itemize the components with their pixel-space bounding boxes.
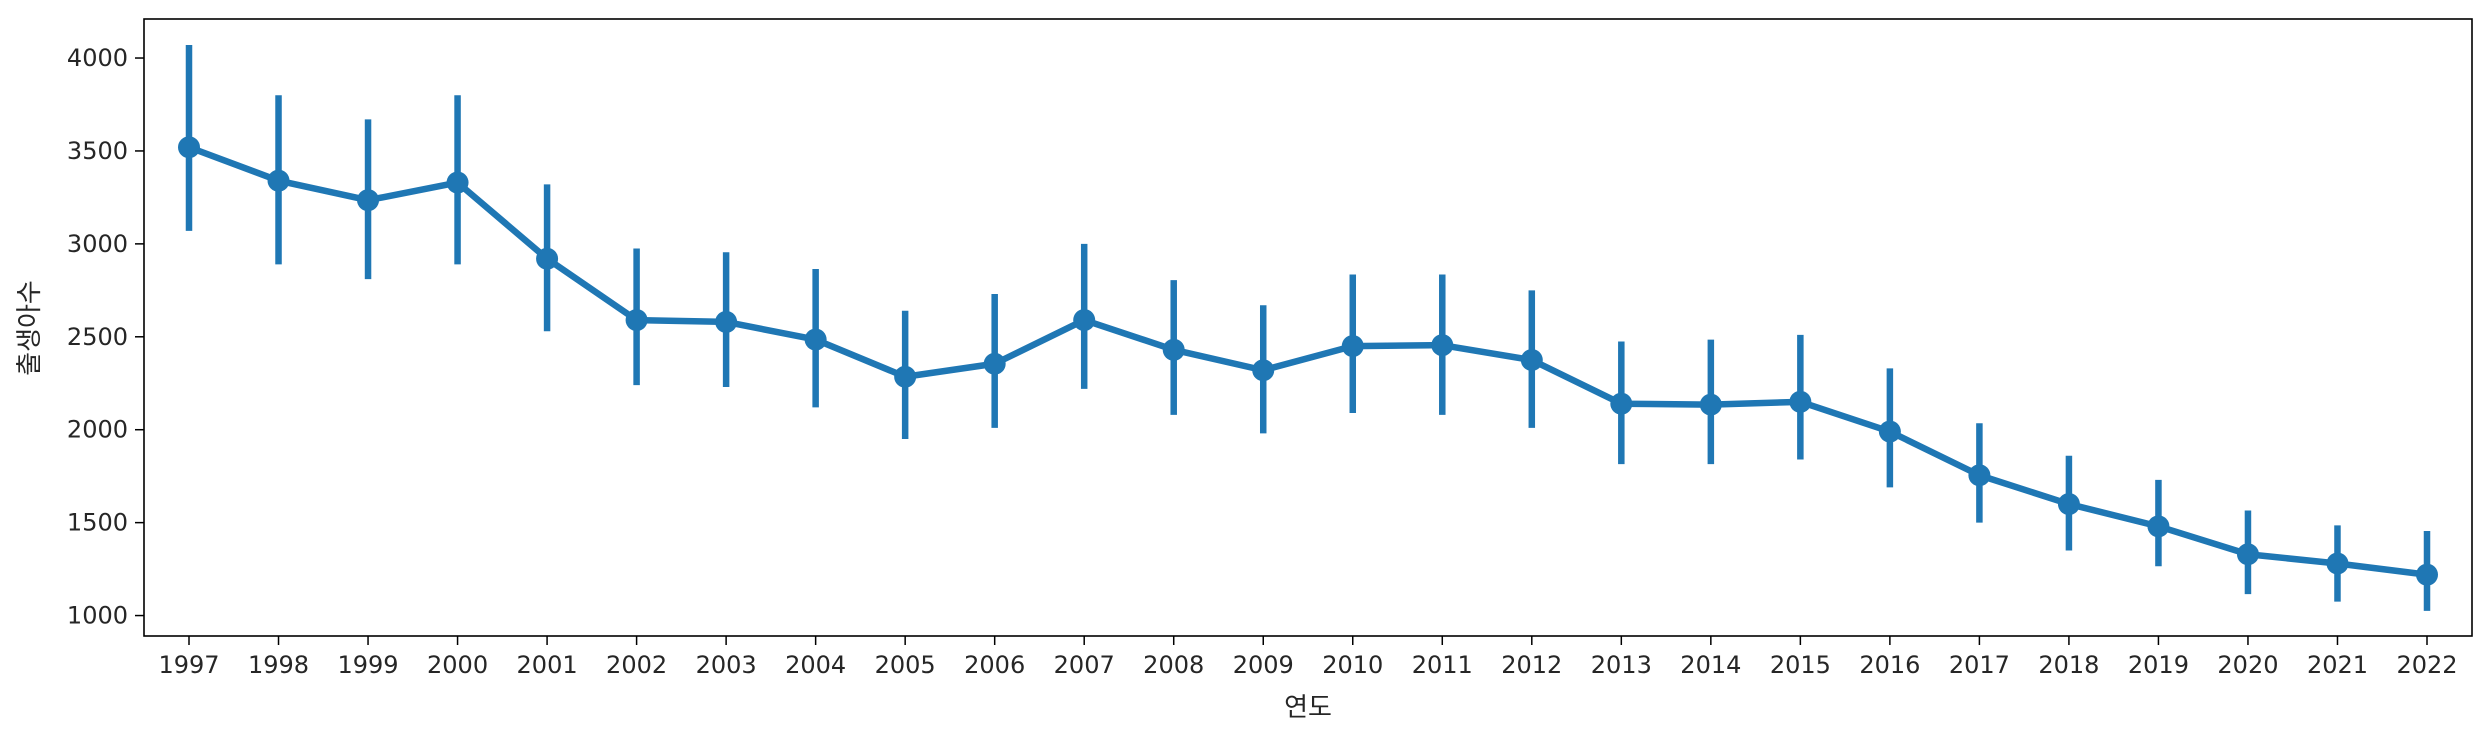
x-tick-label: 2021 (2307, 651, 2368, 679)
x-tick-label: 2005 (875, 651, 936, 679)
x-tick-label: 2011 (1412, 651, 1473, 679)
data-point (1431, 334, 1454, 357)
data-point (1162, 338, 1185, 361)
x-tick-label: 2003 (696, 651, 757, 679)
data-point (1699, 393, 1722, 416)
x-tick-label: 2000 (427, 651, 488, 679)
data-point (2326, 552, 2349, 575)
x-tick-label: 2008 (1143, 651, 1204, 679)
x-tick-label: 1999 (338, 651, 399, 679)
x-tick-label: 1997 (158, 651, 219, 679)
x-tick-label: 1998 (248, 651, 309, 679)
data-point (2147, 515, 2170, 538)
data-point (1878, 420, 1901, 443)
data-point (983, 352, 1006, 375)
y-tick-label: 4000 (67, 44, 128, 72)
data-point (1789, 390, 1812, 413)
x-tick-label: 2001 (517, 651, 578, 679)
x-tick-label: 2017 (1949, 651, 2010, 679)
x-tick-label: 2019 (2128, 651, 2189, 679)
y-axis: 1000 1500 2000 2500 3000 3500 4000 (67, 44, 144, 630)
x-tick-label: 2022 (2396, 651, 2457, 679)
x-axis-label: 연도 (1284, 693, 1332, 723)
data-point (178, 136, 200, 159)
x-tick-label: 2012 (1501, 651, 1562, 679)
data-point (1610, 392, 1633, 415)
x-tick-label: 2002 (606, 651, 667, 679)
data-point (2057, 493, 2080, 516)
x-tick-label: 2006 (964, 651, 1025, 679)
y-tick-label: 1000 (67, 602, 128, 630)
data-point (894, 365, 917, 388)
x-tick-label: 2007 (1054, 651, 1115, 679)
data-point (267, 169, 290, 192)
x-tick-label: 2009 (1233, 651, 1294, 679)
series-line (187, 144, 2428, 578)
data-point (1341, 335, 1364, 358)
x-tick-label: 2010 (1322, 651, 1383, 679)
x-tick-label: 2015 (1770, 651, 1831, 679)
data-point (536, 247, 559, 270)
data-point (1968, 464, 1991, 487)
x-axis: 1997 1998 1999 2000 2001 2002 2003 2004 2005 2006… (158, 636, 2458, 679)
y-tick-label: 3000 (67, 230, 128, 258)
data-point (446, 171, 469, 194)
x-tick-label: 2014 (1680, 651, 1741, 679)
plot-frame (143, 18, 2473, 637)
data-point (715, 310, 738, 333)
x-tick-label: 2004 (785, 651, 846, 679)
data-point (2236, 543, 2259, 566)
data-point (804, 328, 827, 351)
x-tick-label: 2013 (1591, 651, 1652, 679)
data-point (1520, 349, 1543, 372)
y-tick-label: 2500 (67, 323, 128, 351)
data-point (625, 309, 648, 332)
y-axis-label: 출생아수 (15, 280, 45, 376)
x-tick-label: 2018 (2038, 651, 2099, 679)
data-point (1252, 359, 1275, 382)
y-tick-label: 1500 (67, 509, 128, 537)
data-layer (178, 45, 2438, 611)
y-tick-label: 2000 (67, 416, 128, 444)
data-point (2416, 563, 2438, 586)
data-point (357, 189, 380, 212)
y-tick-label: 3500 (67, 137, 128, 165)
x-tick-label: 2016 (1859, 651, 1920, 679)
x-tick-label: 2020 (2217, 651, 2278, 679)
data-point (1073, 309, 1096, 332)
